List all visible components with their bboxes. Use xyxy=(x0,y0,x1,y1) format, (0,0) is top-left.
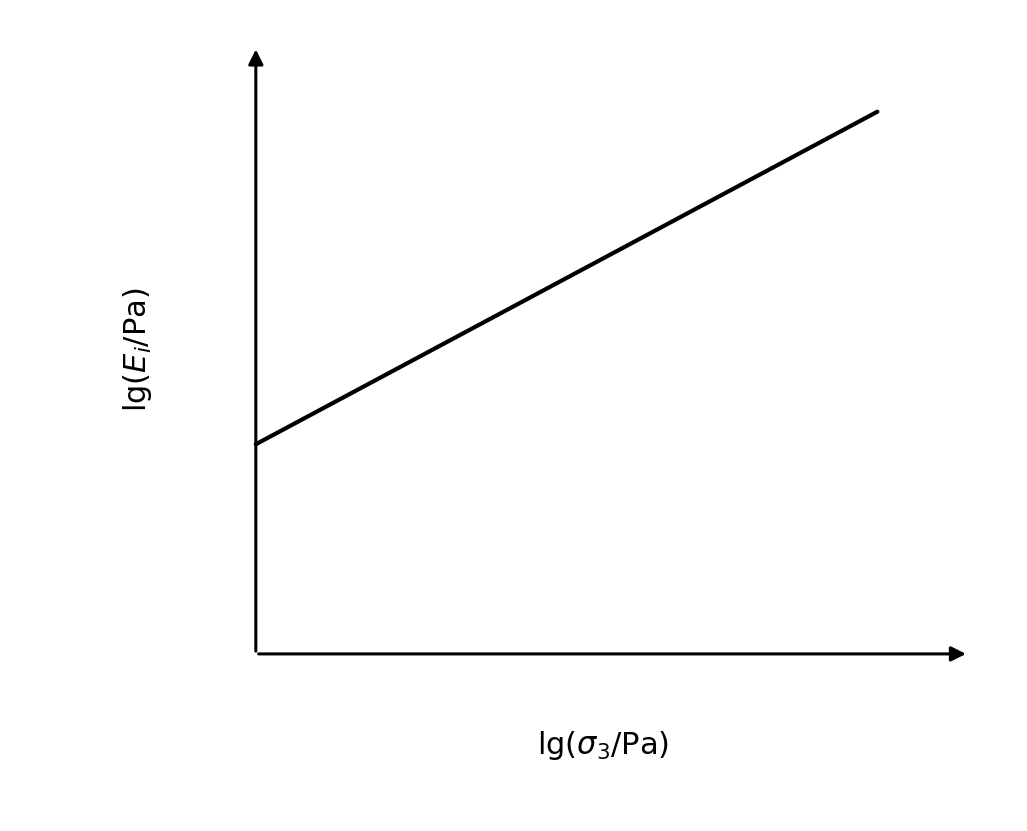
Text: $\mathrm{lg}(E_i/\mathrm{Pa})$: $\mathrm{lg}(E_i/\mathrm{Pa})$ xyxy=(120,288,153,412)
Text: $\mathrm{lg}(\sigma_3/\mathrm{Pa})$: $\mathrm{lg}(\sigma_3/\mathrm{Pa})$ xyxy=(537,730,670,762)
